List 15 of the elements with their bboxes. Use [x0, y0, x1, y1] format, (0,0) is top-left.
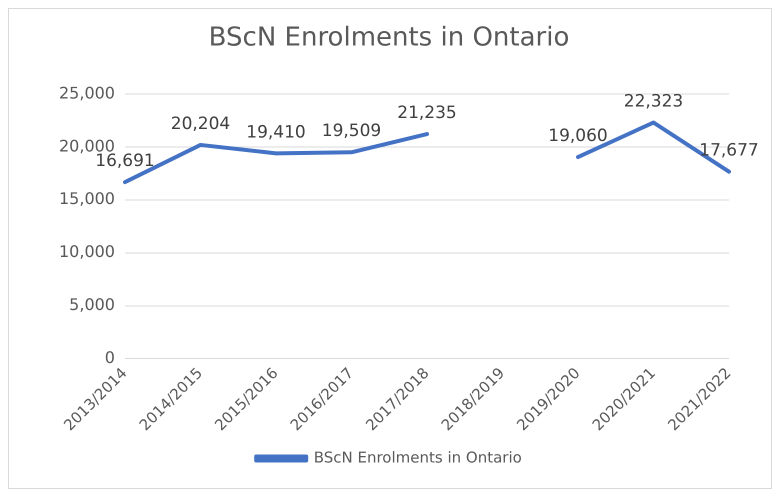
y-tick-label: 25,000 [59, 83, 115, 102]
y-tick-label: 5,000 [69, 294, 115, 314]
chart-title: BScN Enrolments in Ontario [208, 22, 570, 52]
data-label: 21,235 [397, 102, 457, 123]
legend-label: BScN Enrolments in Ontario [314, 448, 522, 466]
y-tick-label: 0 [104, 348, 115, 367]
data-label: 22,323 [624, 91, 684, 112]
data-label: 19,509 [322, 121, 382, 142]
data-label: 17,677 [699, 140, 759, 161]
data-label: 16,691 [95, 151, 155, 172]
data-label: 19,410 [246, 122, 306, 142]
data-label: 19,060 [548, 126, 608, 146]
data-label: 20,204 [170, 114, 230, 134]
y-tick-label: 15,000 [59, 189, 115, 208]
y-tick-label: 10,000 [59, 242, 115, 262]
